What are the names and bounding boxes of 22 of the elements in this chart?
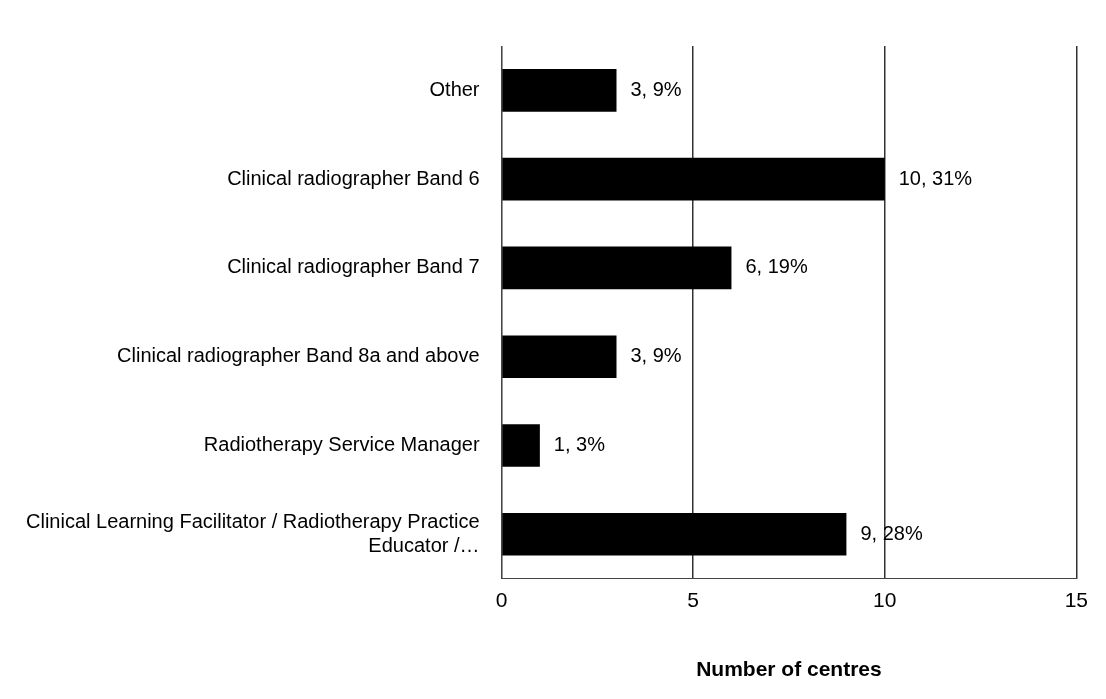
x-tick-label: 5 [687,588,699,611]
bar [502,246,732,290]
bar [502,69,617,112]
data-label: 1, 3% [553,432,606,455]
x-tick-label: 0 [495,588,508,611]
y-tick-label: Radiotherapy Service Manager [203,432,480,455]
bar [502,335,617,378]
x-tick-label: 15 [1064,588,1088,611]
y-tick-label: Clinical radiographer Band 7 [227,255,480,278]
data-label: 3, 9% [630,77,682,100]
bar [502,512,847,556]
data-label: 10, 31% [898,166,973,189]
y-tick-label: Clinical Learning Facilitator / Radiotherapy Practice Educator /… [26,509,480,556]
y-tick-label: Clinical radiographer Band 6 [227,166,480,189]
bar [502,157,885,201]
bar [502,424,540,467]
data-label: 3, 9% [630,344,682,367]
x-axis-title: Number of centres [696,657,882,681]
x-tick-label: 10 [873,588,897,611]
y-tick-label: Other [429,77,480,100]
data-label: 6, 19% [745,255,808,278]
y-tick-label: Clinical radiographer Band 8a and above [117,344,480,367]
